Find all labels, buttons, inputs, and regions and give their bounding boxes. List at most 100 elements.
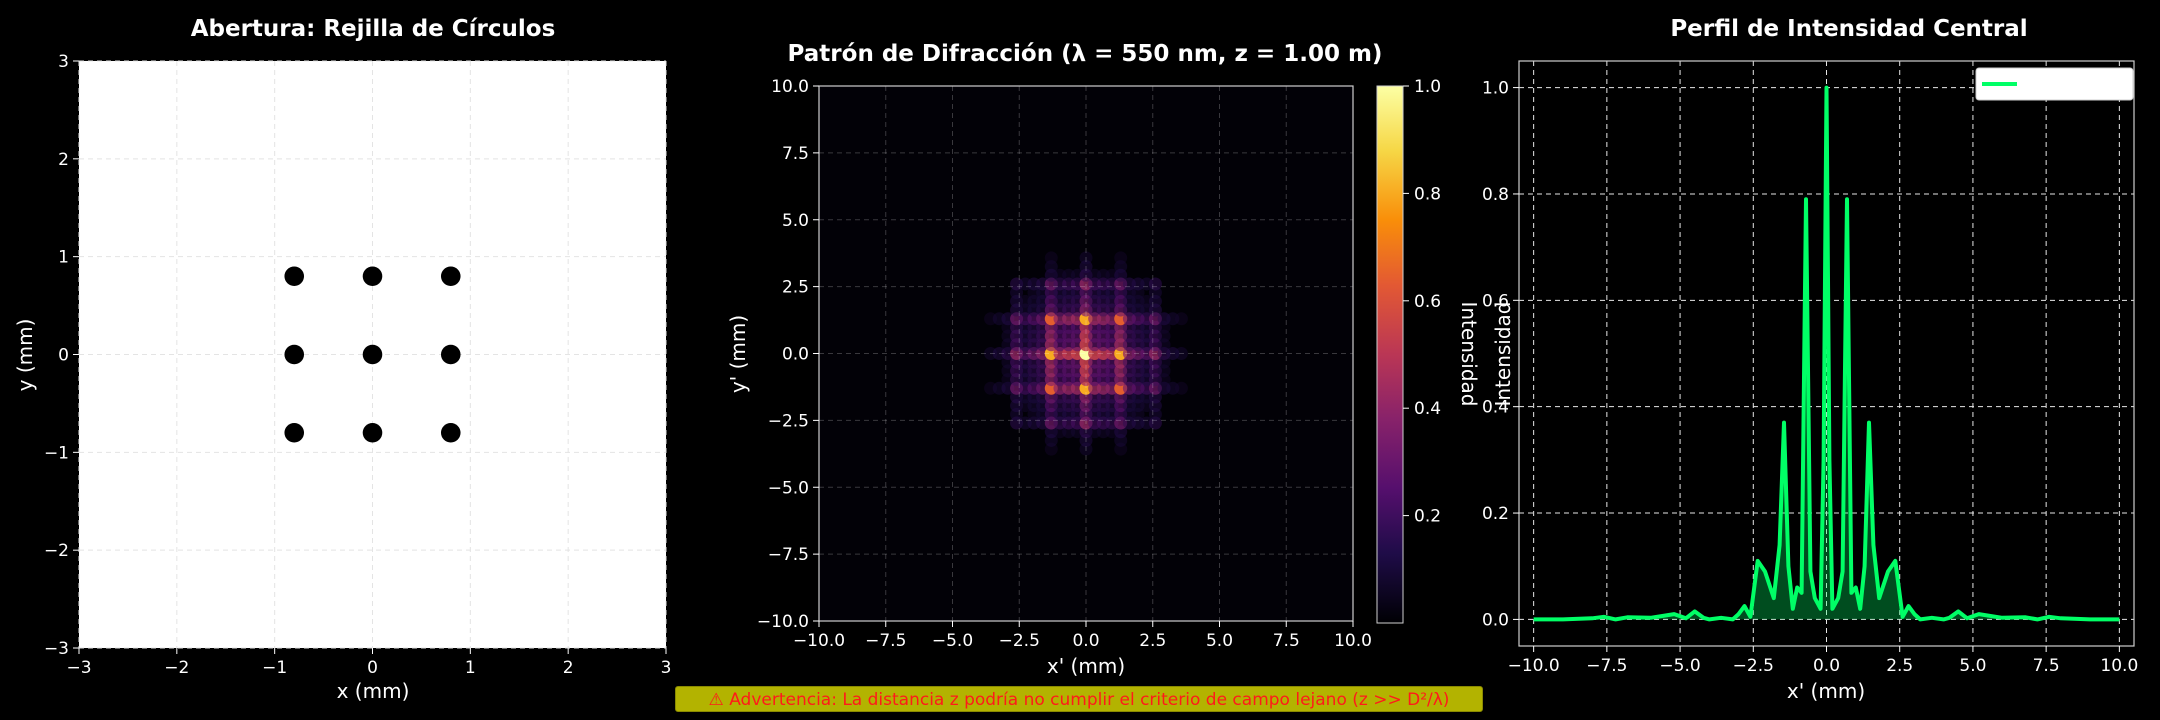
- diffraction-spot: [1079, 260, 1093, 274]
- diffraction-spot: [1114, 260, 1128, 274]
- y-tick-label: 5.0: [782, 211, 809, 231]
- diffraction-spot: [1166, 347, 1180, 360]
- diffraction-spot: [1122, 407, 1136, 421]
- aperture-circle: [284, 422, 305, 443]
- diffraction-spot: [1148, 407, 1162, 421]
- diffraction-spot: [1157, 329, 1171, 343]
- diffraction-spot: [1131, 399, 1145, 413]
- y-tick-label: −2: [44, 541, 69, 561]
- diffraction-spot: [984, 312, 998, 326]
- diffraction-spot: [1079, 442, 1093, 456]
- x-tick-label: 7.5: [1273, 631, 1300, 651]
- x-tick-label: −10.0: [793, 631, 845, 651]
- colorbar-label: Intensidad: [1457, 301, 1481, 406]
- profile-panel: Perfil de Intensidad Central −10.0 −7.5 −5…: [1482, 16, 2138, 703]
- diffraction-spot: [1157, 320, 1171, 334]
- profile-x-ticks: −10.0 −7.5 −5.0 −2.5 0.0 2.5 5.0 7.5 10.0: [1508, 646, 2138, 676]
- diffraction-spot: [1122, 277, 1136, 291]
- diffraction-spot: [1044, 442, 1058, 456]
- x-tick-label: −1: [262, 658, 287, 678]
- diffraction-spot: [1157, 373, 1171, 387]
- aperture-circle: [440, 344, 461, 365]
- y-tick-label: 0.8: [1482, 185, 1509, 205]
- x-tick-label: 2.5: [1886, 656, 1913, 676]
- y-tick-label: 0: [58, 346, 69, 366]
- diffraction-spot: [1157, 347, 1171, 360]
- diffraction-spot: [1027, 286, 1041, 300]
- x-tick-label: 0.0: [1813, 656, 1840, 676]
- aperture-circle: [284, 266, 305, 287]
- diffraction-y-ticks: −10.0 −7.5 −5.0 −2.5 0.0 2.5 5.0 7.5 10.0: [757, 77, 819, 632]
- diffraction-spot: [1157, 381, 1171, 395]
- diffraction-spot: [984, 381, 998, 395]
- x-tick-label: 2.5: [1139, 631, 1166, 651]
- x-tick-label: 1: [465, 658, 476, 678]
- diffraction-spot: [1044, 268, 1058, 282]
- x-tick-label: 0: [367, 658, 378, 678]
- profile-title: Perfil de Intensidad Central: [1670, 16, 2027, 42]
- y-tick-label: 0.4: [1482, 398, 1509, 418]
- diffraction-spot: [1018, 294, 1032, 308]
- x-tick-label: −7.5: [865, 631, 906, 651]
- diffraction-spot: [1053, 268, 1067, 282]
- legend-box: [1975, 67, 2134, 101]
- profile-xlabel: x' (mm): [1787, 679, 1865, 703]
- aperture-ylabel: y (mm): [13, 319, 37, 392]
- x-tick-label: 10.0: [1334, 631, 1372, 651]
- diffraction-spot: [1010, 277, 1024, 291]
- diffraction-spot: [1018, 399, 1032, 413]
- x-tick-label: −5.0: [1659, 656, 1700, 676]
- diffraction-spot: [1131, 294, 1145, 308]
- far-field-warning: ⚠ Advertencia: La distancia z podría no …: [675, 686, 1483, 712]
- diffraction-spot: [1010, 416, 1024, 430]
- x-tick-label: −2: [164, 658, 189, 678]
- aperture-xlabel: x (mm): [337, 679, 410, 703]
- x-tick-label: −10.0: [1508, 656, 1560, 676]
- diffraction-spot: [1122, 294, 1136, 308]
- colorbar-tick-label: 0.8: [1414, 184, 1441, 204]
- diffraction-spot: [1105, 268, 1119, 282]
- diffraction-spot: [1140, 399, 1154, 413]
- diffraction-spot: [1140, 294, 1154, 308]
- diffraction-spot: [1157, 364, 1171, 378]
- diffraction-spot: [1174, 312, 1188, 326]
- x-tick-label: 7.5: [2033, 656, 2060, 676]
- diffraction-spot: [1122, 399, 1136, 413]
- diffraction-spot: [1044, 433, 1058, 447]
- diffraction-spot: [1027, 399, 1041, 413]
- diffraction-spot: [1122, 303, 1136, 317]
- diffraction-spot: [1114, 442, 1128, 456]
- diffraction-spot: [1131, 407, 1145, 421]
- y-tick-label: 0.0: [1482, 610, 1509, 630]
- colorbar-tick-label: 0.6: [1414, 292, 1441, 312]
- diffraction-title: Patrón de Difracción (λ = 550 nm, z = 1.…: [788, 41, 1383, 67]
- aperture-panel: Abertura: Rejilla de Círculos −3 −2 −1 0 1 2 3…: [13, 16, 671, 703]
- diffraction-spot: [992, 381, 1006, 395]
- y-tick-label: −2.5: [768, 411, 809, 431]
- aperture-circle: [440, 266, 461, 287]
- diffraction-spot: [1131, 416, 1145, 430]
- diffraction-spot: [1131, 303, 1145, 317]
- y-tick-label: 7.5: [782, 144, 809, 164]
- diffraction-spot: [1010, 303, 1024, 317]
- profile-y-ticks: 0.0 0.2 0.4 0.6 0.8 1.0: [1482, 79, 1519, 630]
- diffraction-spot: [1157, 312, 1171, 326]
- diffraction-spot: [1157, 338, 1171, 352]
- y-tick-label: 1: [58, 248, 69, 268]
- x-tick-label: −2.5: [1733, 656, 1774, 676]
- y-tick-label: 1.0: [1482, 79, 1509, 99]
- y-tick-label: 0.0: [782, 345, 809, 365]
- diffraction-spot: [1096, 268, 1110, 282]
- x-tick-label: 3: [661, 658, 672, 678]
- diffraction-spot: [1122, 416, 1136, 430]
- diffraction-spot: [1010, 294, 1024, 308]
- x-tick-label: 5.0: [1959, 656, 1986, 676]
- diffraction-spot: [1174, 381, 1188, 395]
- diffraction-spot: [1148, 277, 1162, 291]
- aperture-circle: [362, 266, 383, 287]
- aperture-circle: [284, 344, 305, 365]
- y-tick-label: 10.0: [771, 77, 809, 97]
- diffraction-xlabel: x' (mm): [1047, 654, 1125, 678]
- aperture-circles: [284, 266, 461, 443]
- x-tick-label: 0.0: [1072, 631, 1099, 651]
